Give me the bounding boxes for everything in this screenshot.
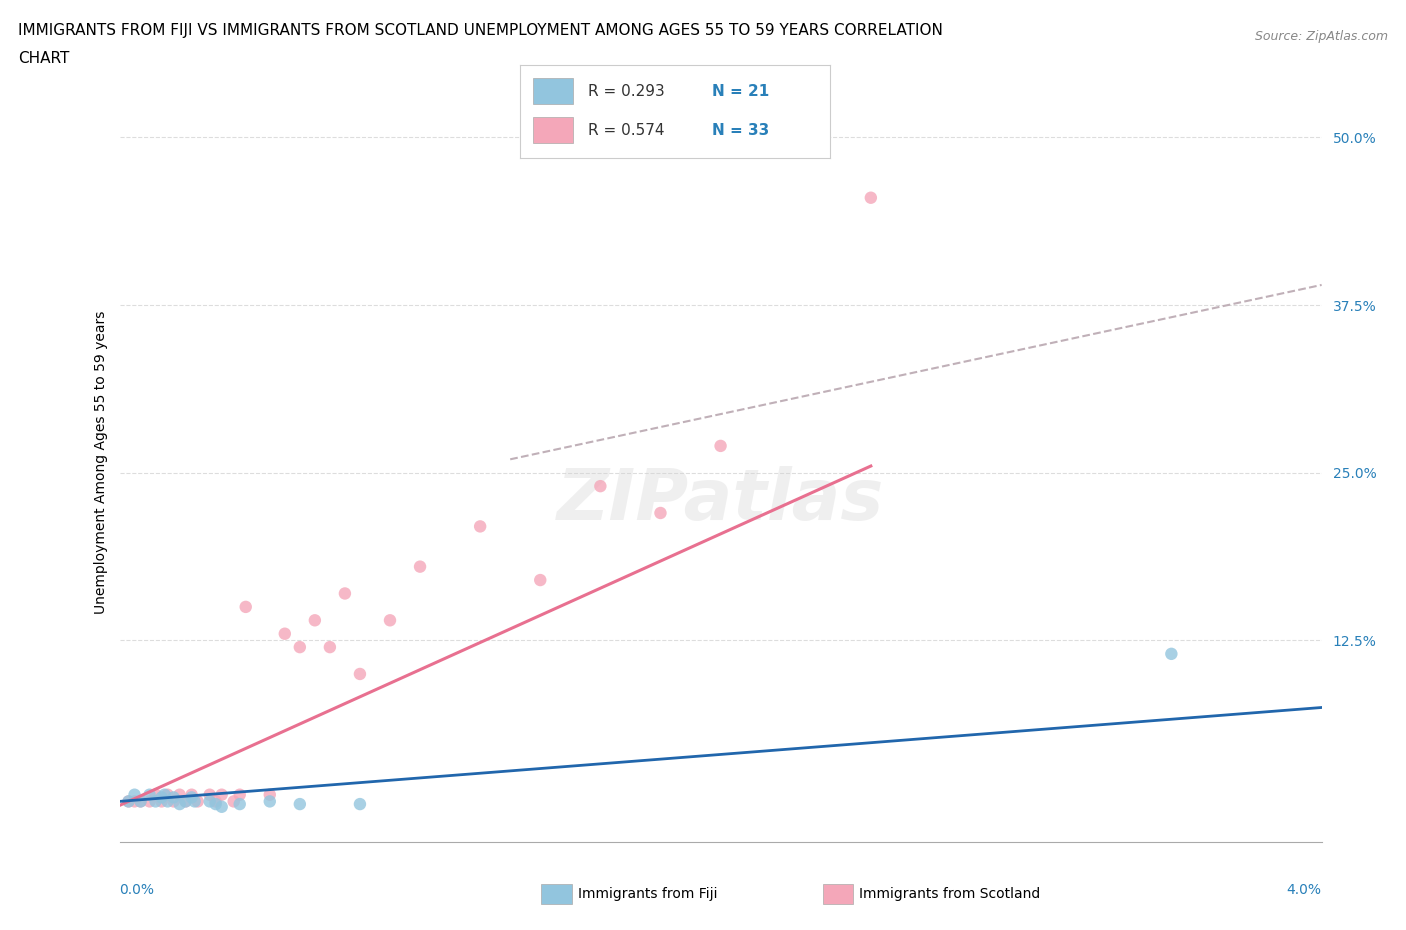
Point: [162, 790, 184, 804]
Point: [187, 794, 209, 809]
Text: IMMIGRANTS FROM FIJI VS IMMIGRANTS FROM SCOTLAND UNEMPLOYMENT AMONG AGES 55 TO 5: IMMIGRANTS FROM FIJI VS IMMIGRANTS FROM …: [18, 23, 943, 38]
Point: [709, 438, 731, 453]
Point: [304, 613, 326, 628]
Point: [1160, 646, 1182, 661]
Point: [124, 788, 146, 803]
Text: Source: ZipAtlas.com: Source: ZipAtlas.com: [1254, 30, 1388, 43]
Point: [150, 790, 173, 804]
Point: [198, 794, 221, 809]
Point: [153, 788, 176, 803]
Point: [150, 794, 173, 809]
Text: 4.0%: 4.0%: [1286, 884, 1322, 897]
Point: [124, 794, 146, 809]
Point: [129, 794, 152, 809]
Point: [180, 790, 202, 804]
Point: [378, 613, 401, 628]
Point: [319, 640, 342, 655]
Point: [198, 788, 221, 803]
Bar: [533, 78, 572, 104]
Point: [409, 559, 432, 574]
Point: [138, 794, 160, 809]
Point: [288, 640, 311, 655]
Point: [204, 797, 226, 812]
Point: [288, 797, 311, 812]
Point: [180, 788, 202, 803]
Text: R = 0.293: R = 0.293: [588, 84, 665, 99]
Point: [117, 794, 139, 809]
Point: [156, 788, 179, 803]
Point: [333, 586, 356, 601]
Point: [274, 626, 297, 641]
Text: N = 21: N = 21: [711, 84, 769, 99]
Point: [145, 788, 167, 803]
Point: [859, 191, 882, 206]
Point: [211, 788, 233, 803]
Text: CHART: CHART: [18, 51, 70, 66]
Point: [129, 794, 152, 809]
Point: [183, 794, 205, 809]
Text: R = 0.574: R = 0.574: [588, 123, 665, 138]
Point: [349, 667, 371, 682]
Point: [156, 794, 179, 809]
Text: ZIPatlas: ZIPatlas: [557, 466, 884, 535]
Y-axis label: Unemployment Among Ages 55 to 59 years: Unemployment Among Ages 55 to 59 years: [94, 311, 108, 615]
Point: [259, 794, 281, 809]
Point: [169, 797, 191, 812]
Point: [162, 794, 184, 809]
Point: [468, 519, 492, 534]
Point: [138, 788, 160, 803]
Text: Immigrants from Fiji: Immigrants from Fiji: [578, 886, 717, 901]
Point: [235, 600, 257, 615]
Point: [650, 506, 672, 521]
Point: [228, 797, 252, 812]
Point: [174, 794, 197, 809]
Point: [117, 794, 139, 809]
Text: 0.0%: 0.0%: [120, 884, 155, 897]
Text: Immigrants from Scotland: Immigrants from Scotland: [859, 886, 1040, 901]
Point: [529, 573, 551, 588]
Point: [589, 479, 612, 494]
Point: [349, 797, 371, 812]
Point: [169, 788, 191, 803]
Point: [174, 794, 197, 809]
Bar: [533, 117, 572, 143]
Point: [228, 788, 252, 803]
Point: [204, 794, 226, 809]
Text: N = 33: N = 33: [711, 123, 769, 138]
Point: [222, 794, 245, 809]
Point: [145, 794, 167, 809]
Point: [211, 799, 233, 814]
Point: [259, 788, 281, 803]
